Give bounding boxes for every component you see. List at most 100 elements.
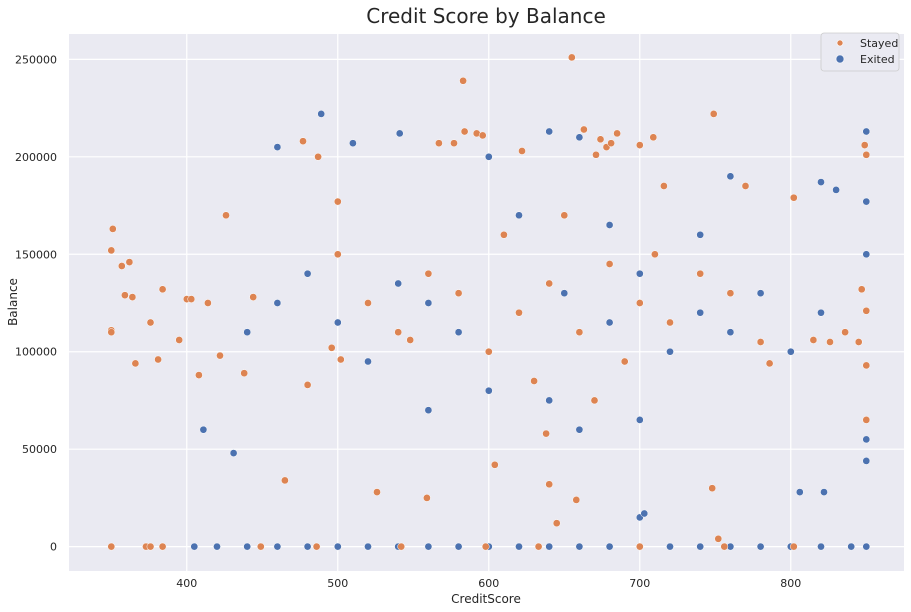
point-exited <box>696 308 705 317</box>
point-exited <box>666 347 674 356</box>
point-stayed <box>397 542 406 551</box>
point-stayed <box>545 480 554 489</box>
point-exited <box>862 127 871 136</box>
point-stayed <box>128 293 137 301</box>
point-stayed <box>575 328 584 337</box>
x-axis-title: CreditScore <box>451 592 521 606</box>
point-exited <box>575 542 584 551</box>
point-stayed <box>125 258 134 266</box>
point-stayed <box>121 291 129 300</box>
point-exited <box>545 542 554 551</box>
point-stayed <box>107 542 116 551</box>
point-stayed <box>660 182 668 190</box>
point-stayed <box>666 318 674 327</box>
point-stayed <box>696 269 705 278</box>
point-stayed <box>373 488 381 496</box>
point-stayed <box>596 135 605 144</box>
data-points <box>107 53 871 551</box>
point-exited <box>605 221 614 229</box>
legend-label-exited: Exited <box>860 53 895 66</box>
point-stayed <box>651 250 659 259</box>
chart-title: Credit Score by Balance <box>366 4 606 28</box>
point-stayed <box>635 141 644 149</box>
point-exited <box>605 318 614 327</box>
point-stayed <box>394 328 403 337</box>
x-tick-label: 800 <box>780 577 801 590</box>
point-stayed <box>635 542 644 551</box>
point-exited <box>190 542 199 551</box>
point-exited <box>424 299 433 307</box>
point-stayed <box>460 127 469 136</box>
point-exited <box>395 129 404 138</box>
x-axis-ticks: 400 500 600 700 800 <box>176 577 801 590</box>
point-stayed <box>714 534 723 543</box>
point-exited <box>640 509 649 518</box>
point-stayed <box>518 147 526 155</box>
point-stayed <box>530 377 538 385</box>
point-stayed <box>333 197 342 206</box>
point-stayed <box>635 299 644 307</box>
point-exited <box>454 328 463 337</box>
point-stayed <box>107 328 116 337</box>
point-exited <box>726 172 735 181</box>
plot-area <box>69 34 904 571</box>
point-stayed <box>240 369 249 378</box>
point-stayed <box>158 542 167 551</box>
point-exited <box>243 328 252 337</box>
point-exited <box>575 133 584 142</box>
x-tick-label: 600 <box>478 577 499 590</box>
point-stayed <box>605 260 614 268</box>
point-exited <box>820 488 828 496</box>
point-exited <box>575 425 584 434</box>
point-exited <box>696 230 705 239</box>
point-stayed <box>607 139 615 148</box>
point-stayed <box>490 460 499 469</box>
point-stayed <box>649 133 658 142</box>
point-exited <box>862 197 871 206</box>
point-exited <box>832 186 840 194</box>
point-exited <box>273 299 282 307</box>
point-stayed <box>435 139 443 148</box>
point-stayed <box>108 225 117 233</box>
point-stayed <box>613 129 621 138</box>
point-exited <box>424 406 433 415</box>
point-exited <box>635 269 644 278</box>
point-stayed <box>154 355 162 364</box>
point-stayed <box>620 357 629 366</box>
point-exited <box>243 542 252 551</box>
y-axis-ticks: 0 50000 100000 150000 200000 250000 <box>15 53 57 553</box>
y-tick-label: 50000 <box>22 443 57 456</box>
point-stayed <box>572 496 581 504</box>
point-exited <box>303 542 312 551</box>
point-stayed <box>580 125 588 134</box>
point-stayed <box>424 269 433 278</box>
point-exited <box>199 425 208 434</box>
y-tick-label: 150000 <box>15 248 57 261</box>
point-exited <box>605 542 614 551</box>
point-exited <box>213 542 221 551</box>
point-exited <box>560 289 569 298</box>
point-exited <box>817 178 825 186</box>
point-exited <box>696 542 705 551</box>
point-stayed <box>314 152 322 161</box>
point-stayed <box>216 351 224 360</box>
point-stayed <box>726 289 735 298</box>
point-exited <box>786 347 795 356</box>
point-exited <box>847 542 856 551</box>
point-exited <box>756 542 765 551</box>
point-stayed <box>789 542 798 551</box>
point-stayed <box>756 338 765 346</box>
point-stayed <box>406 336 415 344</box>
point-stayed <box>545 279 554 288</box>
point-exited <box>484 152 493 161</box>
point-stayed <box>789 193 798 202</box>
y-tick-label: 0 <box>50 541 57 554</box>
point-stayed <box>741 182 750 190</box>
point-stayed <box>862 150 871 159</box>
point-exited <box>795 488 804 496</box>
y-axis-title: Balance <box>6 278 20 326</box>
point-exited <box>545 127 554 136</box>
point-exited <box>424 542 433 551</box>
legend-label-stayed: Stayed <box>860 37 898 50</box>
point-stayed <box>826 338 834 346</box>
